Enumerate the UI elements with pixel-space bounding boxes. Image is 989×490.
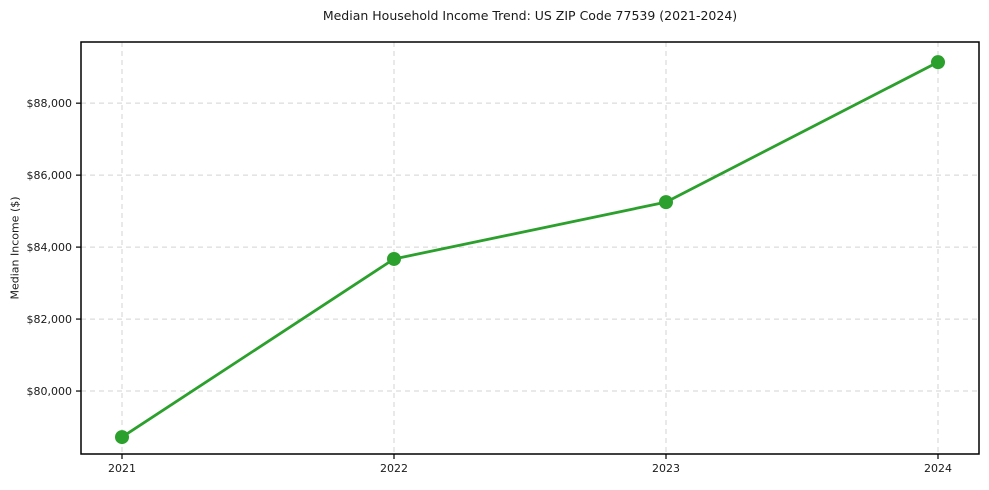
y-tick-label: $88,000	[27, 97, 73, 110]
data-point-2021	[115, 430, 129, 445]
data-point-2024	[931, 55, 945, 70]
y-tick-label: $82,000	[27, 313, 73, 326]
income-trend-line	[120, 60, 940, 439]
x-tick-label: 2021	[108, 462, 136, 475]
x-tick-label: 2024	[924, 462, 952, 475]
chart-title: Median Household Income Trend: US ZIP Co…	[322, 8, 738, 23]
plot-border	[80, 41, 980, 455]
x-tick-label: 2022	[380, 462, 408, 475]
y-tick-label: $80,000	[27, 385, 73, 398]
data-point-2023	[659, 195, 673, 210]
y-axis-label: Median Income ($)	[8, 196, 22, 300]
x-tick-label: 2023	[652, 462, 680, 475]
y-tick-label: $84,000	[27, 241, 73, 254]
data-point-2022	[387, 251, 401, 266]
y-tick-label: $86,000	[27, 169, 73, 182]
